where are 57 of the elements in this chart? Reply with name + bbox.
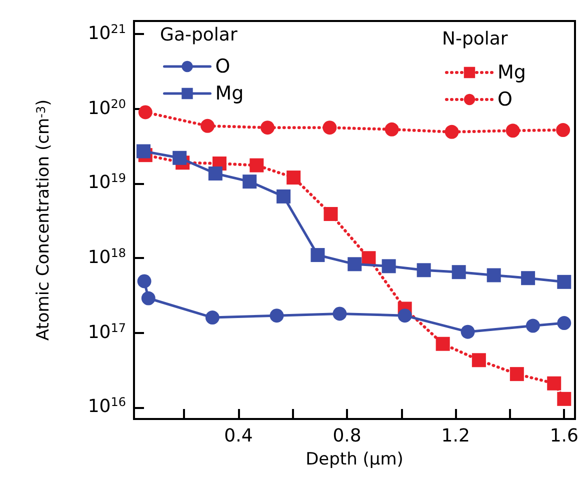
point <box>398 308 412 323</box>
annotation: N-polar <box>442 28 508 50</box>
point <box>452 265 466 280</box>
point <box>510 367 524 382</box>
point <box>384 122 399 136</box>
point <box>556 123 570 138</box>
y-axis-title: Atomic Concentration (cm-3) <box>33 99 54 341</box>
point <box>348 257 362 272</box>
point <box>486 268 501 282</box>
point <box>506 124 520 138</box>
point <box>332 306 347 321</box>
legend-label: Mg <box>498 62 526 84</box>
point <box>526 318 540 333</box>
point <box>270 308 284 323</box>
x-tick-label: 1.2 <box>441 426 470 446</box>
point <box>200 118 215 133</box>
y-tick-label: 10$^{21}$ <box>88 22 126 46</box>
point <box>324 206 338 221</box>
point <box>472 353 486 368</box>
point <box>382 259 396 274</box>
point <box>460 324 475 339</box>
point <box>141 291 156 306</box>
y-tick-label: 10$^{20}$ <box>88 96 126 121</box>
point <box>416 263 431 278</box>
point <box>208 166 222 180</box>
point <box>547 376 562 390</box>
point <box>557 316 572 330</box>
point <box>444 124 459 139</box>
point <box>557 274 572 289</box>
point <box>138 105 152 120</box>
point <box>557 392 572 406</box>
y-tick-label: 10$^{16}$ <box>88 395 126 420</box>
x-tick-label: 0.8 <box>332 426 362 446</box>
legend-label: O <box>215 56 230 78</box>
point <box>137 274 152 288</box>
point <box>436 336 450 351</box>
y-tick-label: 10$^{19}$ <box>88 171 126 196</box>
point <box>362 251 376 266</box>
x-axis-title: Depth (µm) <box>306 450 404 470</box>
point <box>276 189 291 204</box>
point <box>172 150 187 165</box>
point <box>286 170 301 185</box>
annotation: Ga-polar <box>160 24 238 46</box>
point <box>250 158 264 172</box>
point <box>242 174 257 189</box>
legend-label: Mg <box>215 82 244 104</box>
point <box>521 271 536 286</box>
point <box>205 310 220 325</box>
point <box>260 120 275 135</box>
point <box>136 144 150 158</box>
point <box>310 248 325 262</box>
x-tick-label: 1.6 <box>550 426 578 446</box>
x-tick-label: 0.4 <box>224 426 253 446</box>
y-tick-label: 10$^{18}$ <box>88 246 126 270</box>
legend-label: O <box>498 88 512 110</box>
y-tick-label: 10$^{17}$ <box>88 320 126 345</box>
point <box>322 120 337 135</box>
